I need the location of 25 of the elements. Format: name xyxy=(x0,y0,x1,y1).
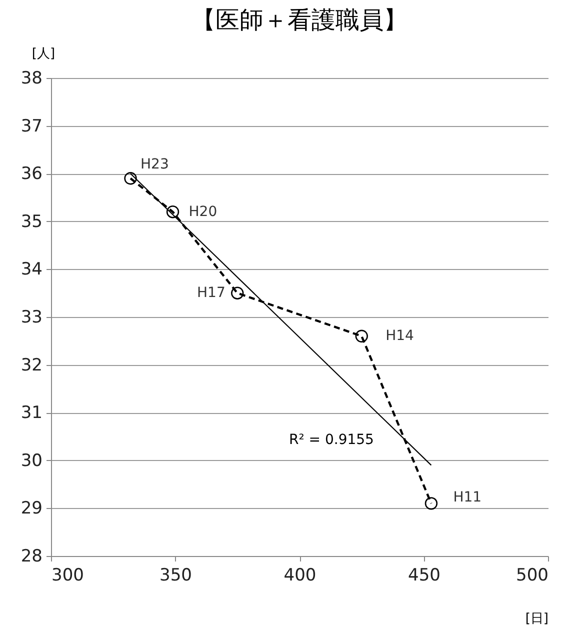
annotation: R² = 0.9155 xyxy=(289,432,374,448)
y-tick-label: 30 xyxy=(20,450,42,471)
annotation: H20 xyxy=(188,204,218,220)
y-tick-label: 29 xyxy=(20,498,42,519)
x-tick-label: 350 xyxy=(160,566,192,586)
x-axis-title: [日] xyxy=(525,612,548,626)
annotation: H17 xyxy=(197,285,226,302)
x-tick-label: 500 xyxy=(516,566,548,586)
x-tick-label: 450 xyxy=(408,566,440,586)
y-tick-label: 31 xyxy=(20,403,42,424)
y-tick-label: 33 xyxy=(20,308,42,328)
x-tick-label: 300 xyxy=(52,566,84,586)
annotation: H23 xyxy=(140,156,169,172)
y-tick-label: 37 xyxy=(20,116,42,136)
chart-title: 【医師＋看護職員】 xyxy=(192,6,408,34)
y-axis-title: [人] xyxy=(32,46,56,62)
x-tick-label: 400 xyxy=(284,566,316,586)
y-tick-label: 34 xyxy=(20,260,42,280)
y-tick-label: 35 xyxy=(20,212,42,232)
annotation: H14 xyxy=(386,328,414,344)
y-tick-label: 28 xyxy=(20,546,42,566)
y-tick-label: 36 xyxy=(20,164,42,184)
y-tick-label: 32 xyxy=(20,355,42,376)
y-tick-label: 38 xyxy=(20,68,42,88)
annotation: H11 xyxy=(453,489,482,506)
